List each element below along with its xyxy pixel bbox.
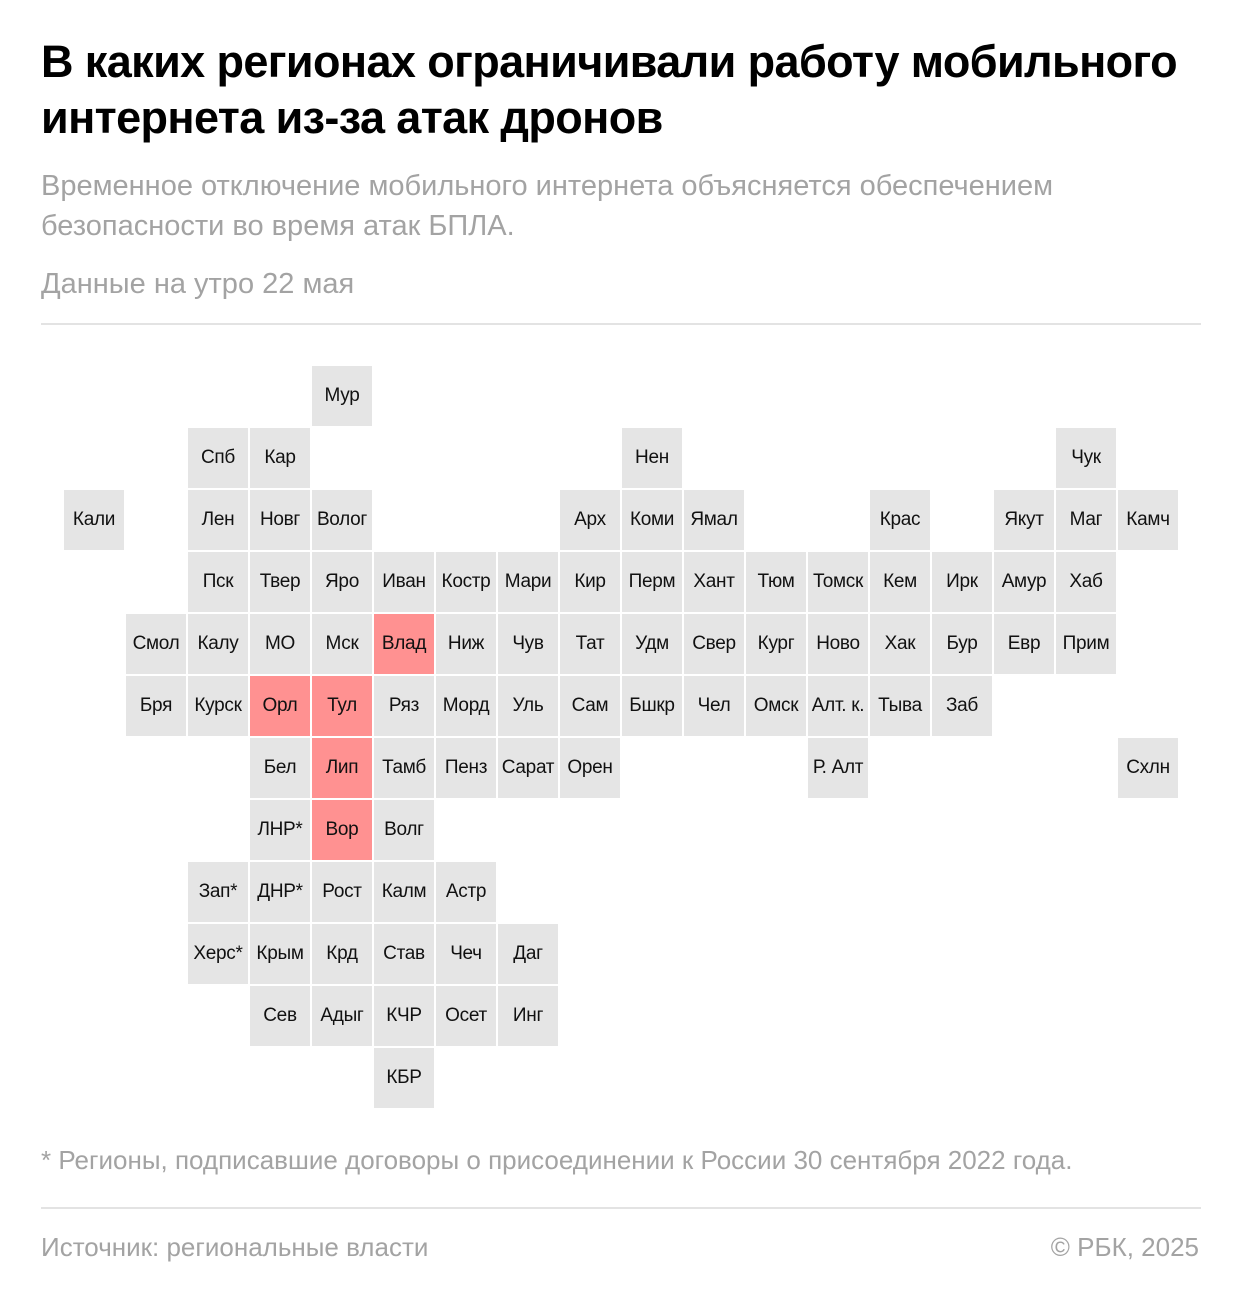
region-tile-28: Ирк	[932, 552, 992, 612]
region-tile-79: Крд	[312, 924, 372, 984]
region-tile-0: Мур	[312, 366, 372, 426]
region-tile-84: Адыг	[312, 986, 372, 1046]
region-tile-49: Орл	[250, 676, 310, 736]
region-tile-83: Сев	[250, 986, 310, 1046]
region-tile-77: Херс*	[188, 924, 248, 984]
region-tile-5: Кали	[64, 490, 124, 550]
region-tile-37: Чув	[498, 614, 558, 674]
region-tile-80: Став	[374, 924, 434, 984]
region-tile-62: Лип	[312, 738, 372, 798]
region-tile-71: Волг	[374, 800, 434, 860]
region-tile-72: Зап*	[188, 862, 248, 922]
region-tile-69: ЛНР*	[250, 800, 310, 860]
bottom-divider	[41, 1207, 1201, 1209]
region-tile-73: ДНР*	[250, 862, 310, 922]
region-tile-13: Якут	[994, 490, 1054, 550]
region-tile-52: Морд	[436, 676, 496, 736]
region-tile-33: МО	[250, 614, 310, 674]
region-tile-47: Бря	[126, 676, 186, 736]
region-tile-32: Калу	[188, 614, 248, 674]
region-tile-10: Коми	[622, 490, 682, 550]
source-note: Источник: региональные власти	[41, 1232, 429, 1262]
region-tile-11: Ямал	[684, 490, 744, 550]
region-tile-48: Курск	[188, 676, 248, 736]
region-tile-67: Р. Алт	[808, 738, 868, 798]
region-tile-75: Калм	[374, 862, 434, 922]
region-tile-27: Кем	[870, 552, 930, 612]
region-tile-8: Волог	[312, 490, 372, 550]
region-tile-41: Кург	[746, 614, 806, 674]
top-divider	[41, 323, 1201, 325]
region-tile-81: Чеч	[436, 924, 496, 984]
region-tile-36: Ниж	[436, 614, 496, 674]
date-note: Данные на утро 22 мая	[41, 268, 355, 300]
region-tile-14: Маг	[1056, 490, 1116, 550]
region-tile-21: Мари	[498, 552, 558, 612]
region-tile-29: Амур	[994, 552, 1054, 612]
region-tile-38: Тат	[560, 614, 620, 674]
region-tile-56: Чел	[684, 676, 744, 736]
region-tile-59: Тыва	[870, 676, 930, 736]
chart-title: В каких регионах ограничивали работу моб…	[41, 36, 1178, 143]
region-tile-46: Прим	[1056, 614, 1116, 674]
region-tile-31: Смол	[126, 614, 186, 674]
region-tile-85: КЧР	[374, 986, 434, 1046]
region-tile-17: Твер	[250, 552, 310, 612]
region-tile-51: Ряз	[374, 676, 434, 736]
region-tile-78: Крым	[250, 924, 310, 984]
region-tile-61: Бел	[250, 738, 310, 798]
region-tile-23: Перм	[622, 552, 682, 612]
region-tile-70: Вор	[312, 800, 372, 860]
region-tile-2: Кар	[250, 428, 310, 488]
region-tile-35: Влад	[374, 614, 434, 674]
region-tile-43: Хак	[870, 614, 930, 674]
region-tile-82: Даг	[498, 924, 558, 984]
region-tile-55: Бшкр	[622, 676, 682, 736]
region-tile-88: КБР	[374, 1048, 434, 1108]
region-tile-7: Новг	[250, 490, 310, 550]
region-tile-87: Инг	[498, 986, 558, 1046]
chart-subtitle: Временное отключение мобильного интернет…	[41, 170, 1054, 242]
region-tile-4: Чук	[1056, 428, 1116, 488]
region-tile-63: Тамб	[374, 738, 434, 798]
region-tile-25: Тюм	[746, 552, 806, 612]
region-tile-6: Лен	[188, 490, 248, 550]
copyright: © РБК, 2025	[1050, 1232, 1199, 1262]
footnote: * Регионы, подписавшие договоры о присое…	[41, 1145, 1073, 1175]
region-tile-54: Сам	[560, 676, 620, 736]
region-tile-66: Орен	[560, 738, 620, 798]
region-tile-58: Алт. к.	[808, 676, 868, 736]
region-tile-34: Мск	[312, 614, 372, 674]
region-tile-65: Сарат	[498, 738, 558, 798]
region-tile-16: Пск	[188, 552, 248, 612]
region-tile-3: Нен	[622, 428, 682, 488]
region-tile-76: Астр	[436, 862, 496, 922]
region-tile-53: Уль	[498, 676, 558, 736]
region-tile-40: Свер	[684, 614, 744, 674]
region-tile-42: Ново	[808, 614, 868, 674]
region-tile-68: Схлн	[1118, 738, 1178, 798]
region-tile-39: Удм	[622, 614, 682, 674]
region-tile-22: Кир	[560, 552, 620, 612]
region-tile-74: Рост	[312, 862, 372, 922]
region-tile-60: Заб	[932, 676, 992, 736]
region-tile-50: Тул	[312, 676, 372, 736]
region-tile-9: Арх	[560, 490, 620, 550]
region-tile-20: Костр	[436, 552, 496, 612]
region-tile-44: Бур	[932, 614, 992, 674]
region-tile-24: Хант	[684, 552, 744, 612]
region-tile-26: Томск	[808, 552, 868, 612]
region-tile-12: Крас	[870, 490, 930, 550]
region-tile-64: Пенз	[436, 738, 496, 798]
region-tile-30: Хаб	[1056, 552, 1116, 612]
region-tile-19: Иван	[374, 552, 434, 612]
region-tile-86: Осет	[436, 986, 496, 1046]
region-tile-57: Омск	[746, 676, 806, 736]
region-tile-45: Евр	[994, 614, 1054, 674]
region-tile-18: Яро	[312, 552, 372, 612]
region-tile-1: Спб	[188, 428, 248, 488]
region-tile-15: Камч	[1118, 490, 1178, 550]
